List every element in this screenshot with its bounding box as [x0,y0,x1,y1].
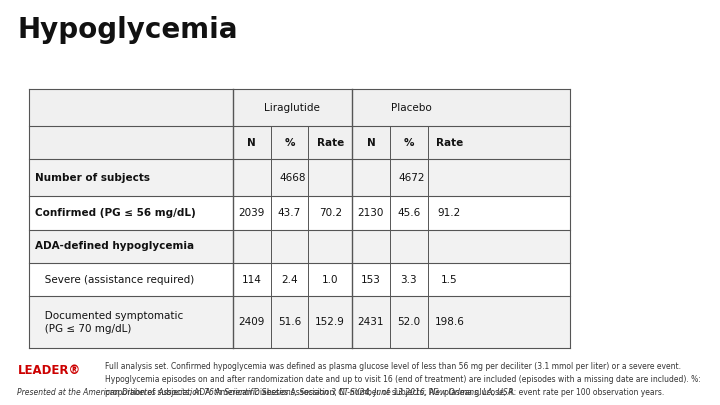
Text: ADA-defined hypoglycemia: ADA-defined hypoglycemia [35,241,194,252]
Text: proportion of subjects; ADA: American Diabetes Association; N: number of subject: proportion of subjects; ADA: American Di… [104,388,664,397]
Text: Hypoglycemia episodes on and after randomization date and up to visit 16 (end of: Hypoglycemia episodes on and after rando… [104,375,701,384]
Bar [29,160,570,196]
Text: 3.3: 3.3 [400,275,417,285]
Bar [29,263,570,296]
Text: 152.9: 152.9 [315,318,345,327]
Text: 45.6: 45.6 [397,208,420,218]
Text: Presented at the American Diabetes Association 76th Scientific Sessions, Session: Presented at the American Diabetes Assoc… [17,388,516,397]
Text: Liraglutide: Liraglutide [264,102,320,113]
Text: 2409: 2409 [238,318,265,327]
Text: 1.0: 1.0 [322,275,338,285]
Text: Full analysis set. Confirmed hypoglycemia was defined as plasma glucose level of: Full analysis set. Confirmed hypoglycemi… [104,362,680,371]
Text: 52.0: 52.0 [397,318,420,327]
Text: 153: 153 [361,275,381,285]
Text: Rate: Rate [436,138,463,148]
Text: Confirmed (PG ≤ 56 mg/dL): Confirmed (PG ≤ 56 mg/dL) [35,208,196,218]
Text: 4672: 4672 [398,173,425,183]
Text: LEADER®: LEADER® [17,364,81,377]
Text: Documented symptomatic
   (PG ≤ 70 mg/dL): Documented symptomatic (PG ≤ 70 mg/dL) [35,311,183,334]
Text: 91.2: 91.2 [438,208,461,218]
Bar [29,89,570,126]
Text: Number of subjects: Number of subjects [35,173,150,183]
Text: 2.4: 2.4 [281,275,298,285]
Text: 114: 114 [242,275,261,285]
Text: 2039: 2039 [238,208,265,218]
Bar [29,126,570,160]
Text: Placebo: Placebo [391,102,432,113]
Text: N: N [366,138,375,148]
Text: %: % [284,138,294,148]
Text: 70.2: 70.2 [319,208,342,218]
Text: 51.6: 51.6 [278,318,301,327]
Text: Severe (assistance required): Severe (assistance required) [35,275,194,285]
Bar [29,230,570,263]
Text: Hypoglycemia: Hypoglycemia [17,16,238,44]
Text: 43.7: 43.7 [278,208,301,218]
Text: Rate: Rate [317,138,344,148]
Text: %: % [403,138,414,148]
Bar [29,196,570,230]
Text: 198.6: 198.6 [434,318,464,327]
Text: 2431: 2431 [358,318,384,327]
Text: 4668: 4668 [279,173,305,183]
Text: 2130: 2130 [358,208,384,218]
Text: N: N [247,138,256,148]
Text: 1.5: 1.5 [441,275,458,285]
